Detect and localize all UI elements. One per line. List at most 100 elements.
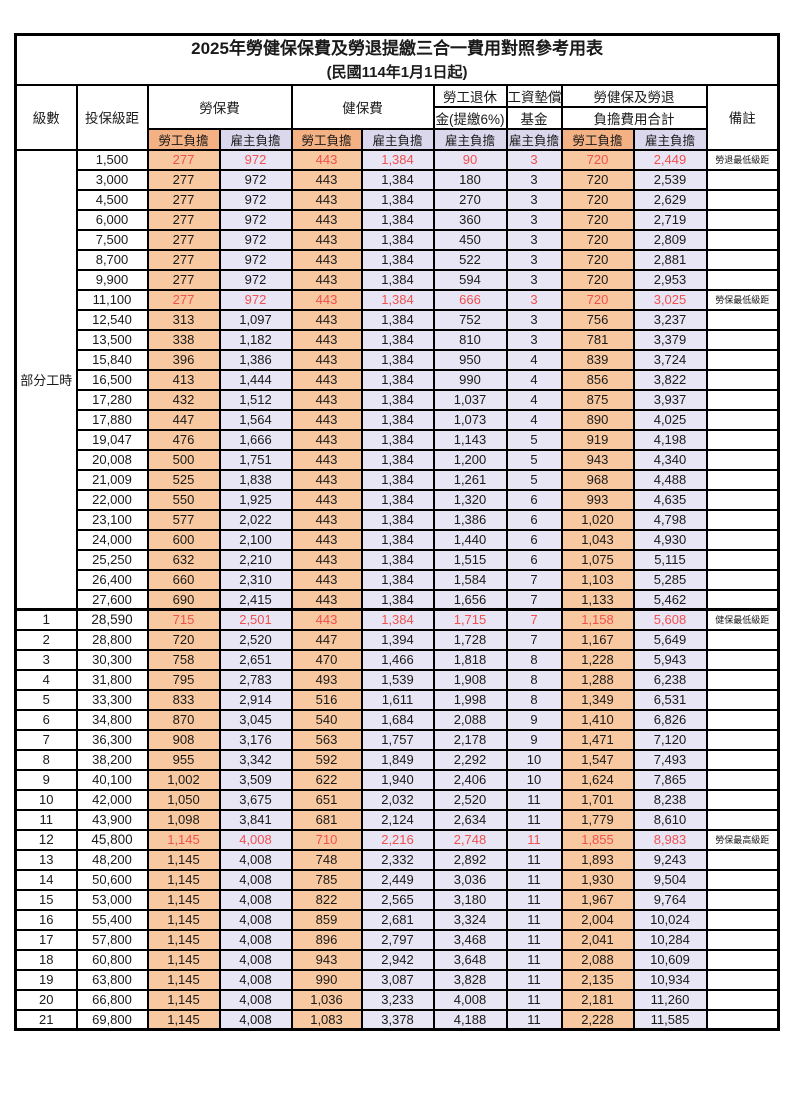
cell-labor-employer: 2,520 [218, 628, 293, 651]
cell-level: 1 [14, 608, 78, 631]
cell-health-employer: 1,384 [360, 448, 435, 471]
cell-pension-employer: 4,008 [432, 988, 508, 1011]
cell-pension-employer: 1,037 [432, 388, 508, 411]
cell-labor-employee: 525 [146, 468, 221, 491]
cell-labor-employer: 1,444 [218, 368, 293, 391]
cell-health-employer: 1,384 [360, 268, 435, 291]
table-row: 10 42,000 1,050 3,675 651 2,032 2,520 11 1,701 8,… [14, 788, 780, 811]
cell-total-employer: 7,120 [632, 728, 708, 751]
cell-health-employee: 443 [290, 608, 363, 631]
cell-labor-employee: 1,098 [146, 808, 221, 831]
cell-health-employer: 1,466 [360, 648, 435, 671]
title-row: 2025年勞健保保費及勞退提繳三合一費用對照參考用表 (民國114年1月1日起) [14, 33, 780, 86]
cell-labor-employee: 277 [146, 288, 221, 311]
col-header-bracket: 投保級距 [75, 83, 149, 151]
col-header-pension-line2: 金(提繳6%) [432, 105, 508, 130]
cell-labor-employer: 972 [218, 168, 293, 191]
cell-bracket: 19,047 [75, 428, 149, 451]
cell-labor-employer: 3,841 [218, 808, 293, 831]
cell-labor-employee: 1,145 [146, 948, 221, 971]
cell-pension-employer: 360 [432, 208, 508, 231]
cell-pension-employer: 1,908 [432, 668, 508, 691]
cell-level: 10 [14, 788, 78, 811]
cell-bracket: 53,000 [75, 888, 149, 911]
cell-total-employee: 993 [560, 488, 635, 511]
cell-level: 12 [14, 828, 78, 851]
cell-pension-employer: 1,386 [432, 508, 508, 531]
cell-total-employee: 1,043 [560, 528, 635, 551]
cell-labor-employee: 1,002 [146, 768, 221, 791]
cell-total-employee: 1,349 [560, 688, 635, 711]
cell-total-employee: 1,701 [560, 788, 635, 811]
cell-remark [705, 848, 780, 871]
cell-level: 17 [14, 928, 78, 951]
cell-bracket: 55,400 [75, 908, 149, 931]
cell-health-employer: 1,611 [360, 688, 435, 711]
cell-health-employer: 1,384 [360, 428, 435, 451]
cell-labor-employer: 3,675 [218, 788, 293, 811]
cell-total-employer: 5,462 [632, 588, 708, 611]
cell-labor-employer: 4,008 [218, 948, 293, 971]
cell-remark [705, 228, 780, 251]
table-row: 4,500 277 972 443 1,384 270 3 720 2,629 [16, 188, 780, 211]
table-row: 12,540 313 1,097 443 1,384 752 3 756 3,237 [16, 308, 780, 331]
cell-labor-employer: 1,564 [218, 408, 293, 431]
cell-pension-employer: 990 [432, 368, 508, 391]
cell-total-employee: 1,967 [560, 888, 635, 911]
table-row: 8,700 277 972 443 1,384 522 3 720 2,881 [16, 248, 780, 271]
cell-health-employer: 1,384 [360, 288, 435, 311]
col-header-total-line2: 負擔費用合計 [560, 105, 708, 130]
cell-total-employee: 1,547 [560, 748, 635, 771]
cell-bracket: 16,500 [75, 368, 149, 391]
cell-health-employee: 859 [290, 908, 363, 931]
cell-total-employer: 5,943 [632, 648, 708, 671]
cell-labor-employee: 1,145 [146, 848, 221, 871]
cell-pension-employer: 3,468 [432, 928, 508, 951]
table-row: 21 69,800 1,145 4,008 1,083 3,378 4,188 11 2,228… [14, 1008, 780, 1031]
col-header-wage-fund-line1: 工資墊償 [505, 83, 563, 108]
cell-total-employer: 5,608 [632, 608, 708, 631]
cell-health-employer: 1,384 [360, 608, 435, 631]
cell-health-employee: 443 [290, 388, 363, 411]
cell-total-employee: 1,158 [560, 608, 635, 631]
cell-wage-fund-employer: 9 [505, 708, 563, 731]
cell-remark [705, 388, 780, 411]
cell-total-employer: 7,493 [632, 748, 708, 771]
cell-pension-employer: 2,292 [432, 748, 508, 771]
col-header-remark: 備註 [705, 83, 780, 151]
cell-total-employee: 1,020 [560, 508, 635, 531]
cell-total-employer: 6,826 [632, 708, 708, 731]
cell-remark [705, 308, 780, 331]
cell-labor-employee: 1,145 [146, 1008, 221, 1031]
table-row: 13 48,200 1,145 4,008 748 2,332 2,892 11 1,893 9,… [14, 848, 780, 871]
table-row: 24,000 600 2,100 443 1,384 1,440 6 1,043 4,930 [16, 528, 780, 551]
cell-total-employee: 875 [560, 388, 635, 411]
cell-labor-employer: 4,008 [218, 968, 293, 991]
cell-health-employer: 1,384 [360, 388, 435, 411]
table-row: 2 28,800 720 2,520 447 1,394 1,728 7 1,167 5,649 [14, 628, 780, 651]
cell-labor-employer: 2,310 [218, 568, 293, 591]
table-row: 26,400 660 2,310 443 1,384 1,584 7 1,103 5,285 [16, 568, 780, 591]
cell-total-employee: 756 [560, 308, 635, 331]
table-row: 20 66,800 1,145 4,008 1,036 3,233 4,008 11 2,181… [14, 988, 780, 1011]
cell-level: 4 [14, 668, 78, 691]
cell-total-employer: 2,629 [632, 188, 708, 211]
cell-bracket: 3,000 [75, 168, 149, 191]
cell-labor-employee: 600 [146, 528, 221, 551]
cell-total-employee: 720 [560, 148, 635, 171]
cell-remark [705, 948, 780, 971]
cell-bracket: 7,500 [75, 228, 149, 251]
cell-total-employee: 1,167 [560, 628, 635, 651]
cell-total-employer: 11,260 [632, 988, 708, 1011]
cell-health-employer: 1,384 [360, 328, 435, 351]
cell-health-employer: 2,032 [360, 788, 435, 811]
cell-remark [705, 548, 780, 571]
cell-labor-employer: 2,783 [218, 668, 293, 691]
cell-labor-employer: 4,008 [218, 908, 293, 931]
cell-labor-employee: 338 [146, 328, 221, 351]
cell-total-employer: 5,649 [632, 628, 708, 651]
cell-labor-employer: 2,501 [218, 608, 293, 631]
cell-wage-fund-employer: 8 [505, 688, 563, 711]
cell-remark [705, 968, 780, 991]
subheader-labor-employer: 雇主負擔 [218, 127, 293, 151]
